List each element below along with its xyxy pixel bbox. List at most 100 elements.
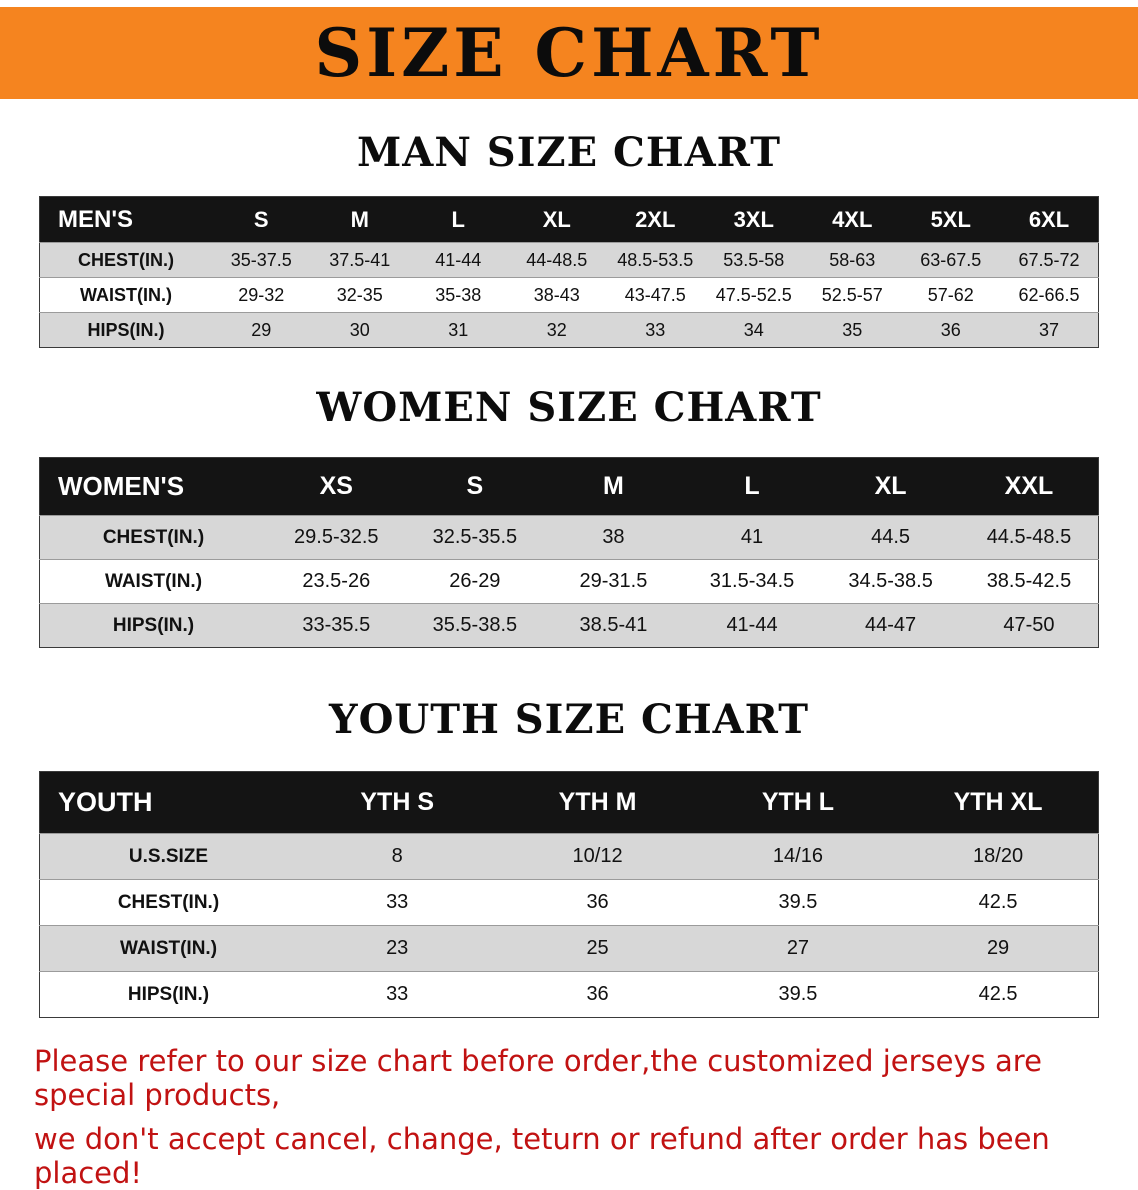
youth-cell-1-3: 42.5 [898, 879, 1099, 926]
youth-cell-2-3: 29 [898, 925, 1099, 972]
youth-table-row-2: WAIST(IN.) 23 25 27 29 [39, 925, 1099, 972]
youth-table-row-0: U.S.SIZE 8 10/12 14/16 18/20 [39, 833, 1099, 880]
mens-col-header-3: XL [542, 206, 571, 232]
womens-cell-2-4: 44-47 [821, 603, 960, 648]
youth-cell-2-1: 25 [497, 925, 698, 972]
womens-row-label-1: WAIST(IN.) [39, 559, 267, 604]
mens-col-header-7: 5XL [930, 206, 971, 232]
womens-row-label-0: CHEST(IN.) [39, 515, 267, 560]
womens-cell-1-5: 38.5-42.5 [959, 559, 1099, 604]
mens-size-table: MEN'S S M L XL 2XL 3XL 4XL 5XL 6XL CHEST(IN.) 35-3… [39, 196, 1099, 348]
mens-cell-2-0: 29 [212, 312, 311, 348]
womens-cell-1-3: 31.5-34.5 [682, 559, 822, 604]
youth-section: YOUTH SIZE CHART YOUTH YTH S YTH M YTH L YTH… [0, 696, 1138, 1018]
mens-row-label-0: CHEST(IN.) [39, 242, 212, 278]
table-header-row: WOMEN'S XS S M L XL XXL [39, 457, 1099, 516]
youth-section-title: YOUTH SIZE CHART [329, 696, 809, 743]
womens-cell-0-4: 44.5 [821, 515, 960, 560]
youth-col-header-0: YTH S [360, 788, 434, 816]
womens-table-row-2: HIPS(IN.) 33-35.5 35.5-38.5 38.5-41 41-44 44-… [39, 603, 1099, 648]
youth-cell-3-2: 39.5 [697, 971, 899, 1018]
youth-cell-0-2: 14/16 [697, 833, 899, 880]
mens-cell-0-7: 63-67.5 [901, 242, 1000, 278]
youth-cell-1-0: 33 [297, 879, 498, 926]
mens-cell-1-1: 32-35 [310, 277, 409, 313]
mens-cell-1-8: 62-66.5 [1000, 277, 1099, 313]
youth-cell-3-1: 36 [497, 971, 698, 1018]
mens-row-label-2: HIPS(IN.) [39, 312, 212, 348]
youth-row-label-0: U.S.SIZE [39, 833, 297, 880]
womens-cell-1-2: 29-31.5 [544, 559, 683, 604]
youth-cell-0-0: 8 [297, 833, 498, 880]
womens-col-header-0: XS [319, 472, 353, 500]
size-chart-sections: MAN SIZE CHART MEN'S S M L XL 2XL 3XL 4XL 5XL 6XL… [0, 129, 1138, 1018]
mens-cell-2-1: 30 [310, 312, 409, 348]
mens-col-header-4: 2XL [635, 206, 676, 232]
youth-cell-2-2: 27 [697, 925, 899, 972]
mens-cell-1-4: 43-47.5 [606, 277, 705, 313]
mens-cell-0-4: 48.5-53.5 [606, 242, 705, 278]
youth-cell-0-1: 10/12 [497, 833, 698, 880]
womens-cell-0-0: 29.5-32.5 [267, 515, 406, 560]
womens-table-row-1: WAIST(IN.) 23.5-26 26-29 29-31.5 31.5-34.5 34… [39, 559, 1099, 604]
youth-header-label: YOUTH [58, 787, 153, 817]
mens-section-title: MAN SIZE CHART [357, 129, 781, 176]
banner: SIZE CHART [0, 7, 1138, 99]
womens-cell-0-2: 38 [544, 515, 683, 560]
mens-cell-1-2: 35-38 [409, 277, 508, 313]
womens-section-title: WOMEN SIZE CHART [316, 384, 822, 431]
mens-col-header-0: S [253, 206, 269, 232]
mens-row-label-1: WAIST(IN.) [39, 277, 212, 313]
youth-col-header-3: YTH XL [953, 788, 1043, 816]
youth-size-table: YOUTH YTH S YTH M YTH L YTH XL U.S.SIZE 8 10/1… [39, 771, 1099, 1018]
womens-cell-2-1: 35.5-38.5 [405, 603, 545, 648]
mens-cell-2-7: 36 [901, 312, 1000, 348]
womens-col-header-2: M [603, 472, 624, 500]
youth-col-header-2: YTH L [761, 788, 835, 816]
mens-cell-1-3: 38-43 [507, 277, 606, 313]
youth-table-row-1: CHEST(IN.) 33 36 39.5 42.5 [39, 879, 1099, 926]
mens-col-header-6: 4XL [832, 206, 873, 232]
table-header-row: YOUTH YTH S YTH M YTH L YTH XL [39, 771, 1099, 834]
youth-table-row-3: HIPS(IN.) 33 36 39.5 42.5 [39, 971, 1099, 1018]
womens-size-table: WOMEN'S XS S M L XL XXL CHEST(IN.) 29.5-32.5 32.… [39, 457, 1099, 648]
mens-cell-0-0: 35-37.5 [212, 242, 311, 278]
womens-cell-2-5: 47-50 [959, 603, 1099, 648]
mens-cell-2-3: 32 [507, 312, 606, 348]
mens-cell-1-5: 47.5-52.5 [704, 277, 803, 313]
mens-col-header-2: L [451, 206, 465, 232]
youth-cell-1-1: 36 [497, 879, 698, 926]
womens-cell-2-0: 33-35.5 [267, 603, 406, 648]
mens-cell-0-8: 67.5-72 [1000, 242, 1099, 278]
womens-cell-2-2: 38.5-41 [544, 603, 683, 648]
womens-header-label: WOMEN'S [58, 471, 185, 501]
mens-cell-2-5: 34 [704, 312, 803, 348]
womens-cell-1-4: 34.5-38.5 [821, 559, 960, 604]
youth-cell-3-0: 33 [297, 971, 498, 1018]
womens-col-header-1: S [466, 472, 484, 500]
youth-row-label-2: WAIST(IN.) [39, 925, 297, 972]
youth-cell-0-3: 18/20 [898, 833, 1099, 880]
mens-table-row-0: CHEST(IN.) 35-37.5 37.5-41 41-44 44-48.5 48.5… [39, 242, 1099, 278]
footer-notice: Please refer to our size chart before or… [0, 1044, 1138, 1190]
size-chart-page: SIZE CHART MAN SIZE CHART MEN'S S M L XL 2XL 3… [0, 7, 1138, 1190]
womens-cell-0-3: 41 [682, 515, 822, 560]
mens-cell-2-8: 37 [1000, 312, 1099, 348]
mens-cell-0-3: 44-48.5 [507, 242, 606, 278]
womens-section: WOMEN SIZE CHART WOMEN'S XS S M L XL XXL CHEST… [0, 384, 1138, 648]
mens-cell-0-6: 58-63 [803, 242, 902, 278]
mens-cell-0-2: 41-44 [409, 242, 508, 278]
mens-cell-1-0: 29-32 [212, 277, 311, 313]
youth-col-header-1: YTH M [558, 788, 637, 816]
mens-section: MAN SIZE CHART MEN'S S M L XL 2XL 3XL 4XL 5XL 6XL… [0, 129, 1138, 348]
womens-cell-1-1: 26-29 [405, 559, 545, 604]
mens-cell-1-6: 52.5-57 [803, 277, 902, 313]
mens-table-row-2: HIPS(IN.) 29 30 31 32 33 34 35 36 37 [39, 312, 1099, 348]
mens-table-row-1: WAIST(IN.) 29-32 32-35 35-38 38-43 43-47.5 47.… [39, 277, 1099, 313]
womens-cell-0-5: 44.5-48.5 [959, 515, 1099, 560]
mens-cell-1-7: 57-62 [901, 277, 1000, 313]
youth-cell-1-2: 39.5 [697, 879, 899, 926]
banner-title: SIZE CHART [314, 14, 824, 92]
mens-cell-0-1: 37.5-41 [310, 242, 409, 278]
mens-col-header-1: M [350, 206, 369, 232]
